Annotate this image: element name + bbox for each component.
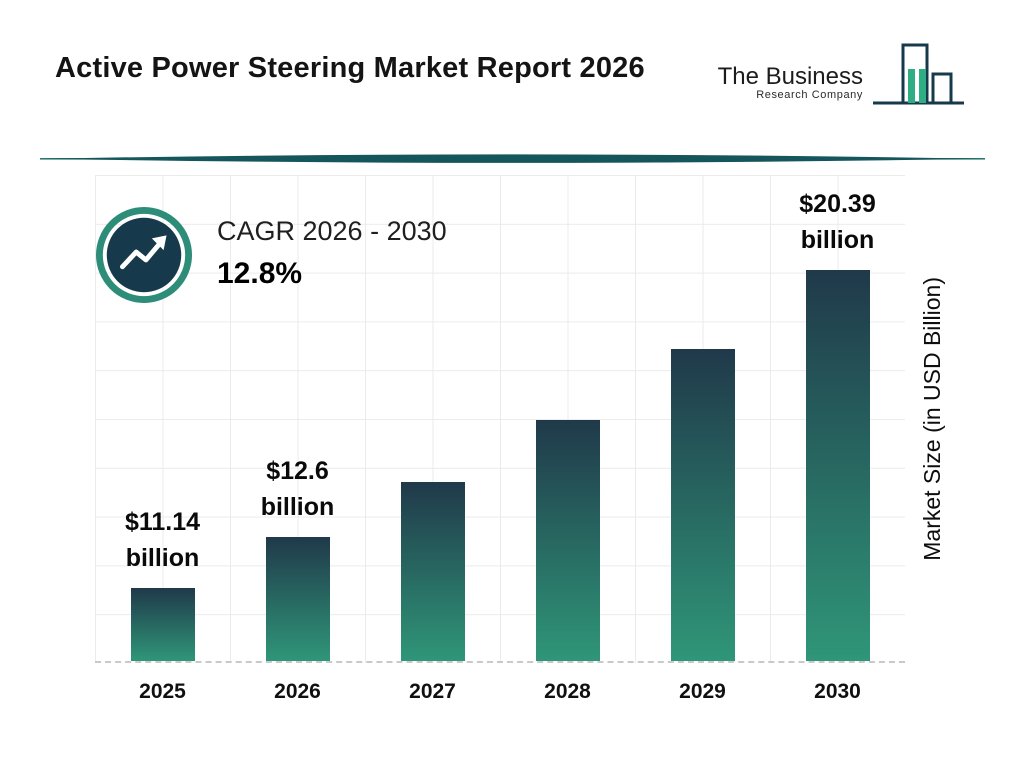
bar-2029	[670, 349, 735, 661]
bar-2025	[130, 588, 195, 661]
y-axis-label: Market Size (in USD Billion)	[905, 175, 960, 663]
x-axis-label-2029: 2029	[679, 680, 726, 703]
bar-slot-2025: $11.14 billion	[95, 175, 230, 661]
bar-value-label-2026: $12.6 billion	[260, 456, 335, 521]
page-title: Active Power Steering Market Report 2026	[55, 52, 645, 84]
x-axis-label-2027: 2027	[409, 680, 456, 703]
bar-2030	[805, 270, 870, 661]
x-axis-labels: 2025 2026 2027 2028 2029 2030	[95, 680, 905, 704]
cagr-block: CAGR 2026 - 2030 12.8%	[95, 206, 447, 309]
logo-name: The Business	[717, 63, 863, 90]
bar-value-label-2025: $11.14 billion	[124, 507, 201, 572]
x-axis-label-2030: 2030	[814, 680, 861, 703]
bar-2028	[535, 420, 600, 661]
logo-subname: Research Company	[756, 89, 863, 102]
chart-plot: $11.14 billion $12.6 billion $20.39 billion	[95, 175, 905, 663]
divider-line	[40, 152, 985, 166]
bar-2026	[265, 537, 330, 661]
bar-chart-logo-icon	[871, 42, 966, 127]
x-axis-label-2025: 2025	[139, 680, 186, 703]
bar-2027	[400, 482, 465, 661]
cagr-text: CAGR 2026 - 2030 12.8%	[217, 206, 447, 291]
y-axis-label-text: Market Size (in USD Billion)	[919, 277, 945, 561]
x-axis-label-2026: 2026	[274, 680, 321, 703]
bar-slot-2029	[635, 175, 770, 661]
bar-slot-2028	[500, 175, 635, 661]
bar-slot-2026: $12.6 billion	[230, 175, 365, 661]
cagr-value: 12.8%	[217, 257, 303, 290]
bar-slot-2030: $20.39 billion	[770, 175, 905, 661]
bar-value-label-2030: $20.39 billion	[799, 189, 876, 254]
growth-trend-icon	[95, 206, 193, 309]
x-axis-label-2028: 2028	[544, 680, 591, 703]
cagr-label: CAGR 2026 - 2030	[217, 216, 447, 246]
bar-slot-2027	[365, 175, 500, 661]
company-logo: The Business Research Company	[718, 42, 966, 127]
logo-text: The Business Research Company	[718, 42, 863, 101]
